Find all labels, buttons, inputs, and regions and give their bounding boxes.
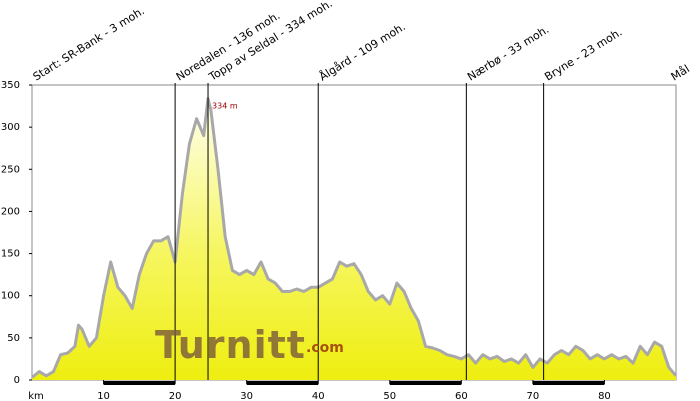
x-scale-bar <box>103 381 176 385</box>
marker-label: Nærbø - 33 moh. <box>465 23 551 84</box>
x-tick-label: 60 <box>455 391 468 401</box>
y-tick-label: 0 <box>14 375 20 386</box>
peak-label: 334 m <box>212 101 238 110</box>
x-tick-label: 30 <box>240 391 253 401</box>
x-scale-bar <box>246 381 319 385</box>
y-tick-label: 300 <box>1 122 20 133</box>
x-scale-bar <box>532 381 605 385</box>
x-tick-label: 10 <box>97 391 110 401</box>
x-axis-label: km <box>28 391 44 401</box>
elevation-area <box>32 98 676 380</box>
y-tick-label: 250 <box>1 164 20 175</box>
x-tick-label: 50 <box>383 391 396 401</box>
y-tick-label: 50 <box>7 333 20 344</box>
watermark: Turnitt <box>155 323 306 367</box>
elevation-line <box>31 97 678 379</box>
marker-label: Mål <box>669 62 692 83</box>
x-tick-label: 20 <box>169 391 182 401</box>
x-tick-label: 40 <box>312 391 325 401</box>
marker-label: Bryne - 23 moh. <box>542 26 624 84</box>
marker-label: Ålgård - 109 moh. <box>317 20 408 83</box>
marker-label: Start: SR-Bank - 3 moh. <box>31 4 147 83</box>
y-tick-label: 100 <box>1 291 20 302</box>
y-tick-label: 350 <box>1 80 20 91</box>
x-tick-label: 70 <box>527 391 540 401</box>
watermark-suffix: .com <box>306 340 344 356</box>
x-scale-bar <box>389 381 462 385</box>
x-tick-label: 80 <box>598 391 611 401</box>
y-tick-label: 200 <box>1 206 20 217</box>
y-tick-label: 150 <box>1 249 20 260</box>
